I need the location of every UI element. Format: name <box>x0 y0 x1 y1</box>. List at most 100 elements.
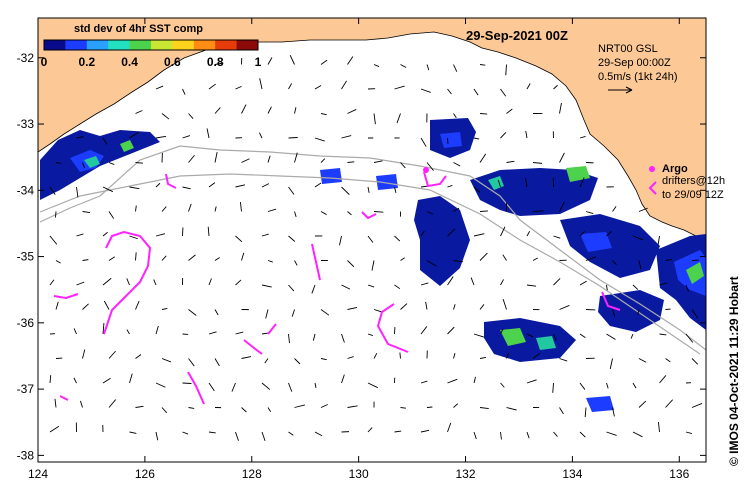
current-arrow <box>473 137 480 140</box>
drifter-track <box>601 291 621 311</box>
current-arrow <box>420 230 425 237</box>
current-arrow <box>341 284 351 290</box>
current-arrow <box>396 113 401 124</box>
current-arrow <box>394 85 405 90</box>
current-arrow <box>500 328 504 335</box>
current-arrow <box>341 80 347 90</box>
current-arrow <box>657 235 660 245</box>
float-legend: Argo drifters@12h to 29/09 12Z <box>648 163 725 201</box>
drifter-track <box>103 230 152 335</box>
current-arrow <box>235 431 239 441</box>
current-arrow <box>102 186 114 193</box>
current-arrow <box>606 333 616 340</box>
current-arrow <box>155 233 166 237</box>
colorbar-tick-label: 0.2 <box>78 55 95 69</box>
current-arrow <box>500 88 507 97</box>
current-arrow <box>55 301 59 310</box>
current-arrow <box>259 78 263 90</box>
current-arrow <box>347 56 354 65</box>
current-arrow <box>320 309 330 316</box>
current-arrow <box>239 202 242 212</box>
current-arrow <box>579 333 586 338</box>
current-arrow <box>235 235 243 243</box>
current-arrow <box>552 382 554 393</box>
current-arrow <box>559 201 565 212</box>
current-arrow <box>553 431 558 437</box>
current-arrow <box>347 211 352 216</box>
current-arrow <box>453 207 460 212</box>
y-tick-label: -37 <box>17 382 35 396</box>
current-arrow <box>188 407 195 409</box>
current-arrow <box>241 356 252 359</box>
current-arrow <box>288 333 290 344</box>
current-arrow <box>553 278 561 286</box>
current-arrow <box>347 307 358 310</box>
current-arrow <box>214 309 219 316</box>
current-arrow <box>135 300 140 310</box>
current-arrow <box>606 382 609 389</box>
current-arrow <box>155 325 159 335</box>
current-arrow <box>241 407 247 413</box>
current-arrow <box>82 303 89 310</box>
current-arrow <box>553 333 557 341</box>
argo-legend-icon <box>649 166 655 172</box>
current-arrow <box>367 284 375 288</box>
current-arrow <box>367 186 370 193</box>
current-arrow <box>320 358 327 361</box>
current-arrow <box>320 113 327 116</box>
argo-legend-label: Argo <box>662 163 688 175</box>
drifter-track <box>423 171 447 188</box>
current-arrow <box>206 128 210 139</box>
current-arrow <box>526 284 537 287</box>
current-arrow <box>49 186 56 195</box>
current-arrow <box>426 162 434 171</box>
current-arrow <box>49 279 55 286</box>
y-tick-label: -38 <box>17 448 35 462</box>
current-arrow <box>400 407 407 409</box>
current-arrow <box>473 376 476 384</box>
current-arrow <box>135 162 143 164</box>
current-arrow <box>155 431 159 441</box>
current-arrow <box>532 210 544 212</box>
x-tick-label: 130 <box>349 467 369 481</box>
current-arrow <box>55 260 61 264</box>
current-arrow <box>453 352 456 359</box>
current-arrow <box>55 211 57 218</box>
current-arrow <box>102 137 108 145</box>
current-arrow <box>609 358 613 370</box>
current-arrow <box>394 284 401 290</box>
x-tick-label: 126 <box>135 467 155 481</box>
current-arrow <box>473 333 485 338</box>
current-arrow <box>400 257 405 261</box>
current-arrow <box>453 64 458 72</box>
current-arrow <box>289 55 295 65</box>
current-arrow <box>367 382 379 389</box>
current-arrow <box>126 278 130 286</box>
current-arrow <box>214 206 217 212</box>
drifter-track <box>267 323 277 335</box>
current-arrow <box>426 260 437 267</box>
current-arrow <box>161 255 167 261</box>
current-arrow <box>129 373 133 384</box>
current-arrow <box>526 83 531 90</box>
current-arrow <box>55 162 61 164</box>
current-arrow <box>638 207 648 212</box>
colorbar-title: std dev of 4hr SST comp <box>74 23 203 35</box>
current-arrow <box>685 333 694 343</box>
current-arrow <box>638 358 647 363</box>
current-arrow <box>500 382 505 388</box>
current-arrow <box>288 186 295 195</box>
current-arrow <box>453 113 457 119</box>
current-arrow <box>426 406 433 408</box>
current-arrow <box>367 427 373 433</box>
current-arrow <box>447 228 456 237</box>
current-arrow <box>76 233 84 237</box>
colorbar: std dev of 4hr SST comp 0 0.2 0.4 0.6 0.8 1 <box>41 23 262 69</box>
current-arrow <box>49 375 52 384</box>
current-arrow <box>314 137 325 142</box>
current-arrow <box>76 136 84 139</box>
current-arrow <box>447 378 458 384</box>
current-arrow <box>102 231 108 237</box>
drifter-track <box>243 339 263 355</box>
current-arrow <box>82 162 85 168</box>
